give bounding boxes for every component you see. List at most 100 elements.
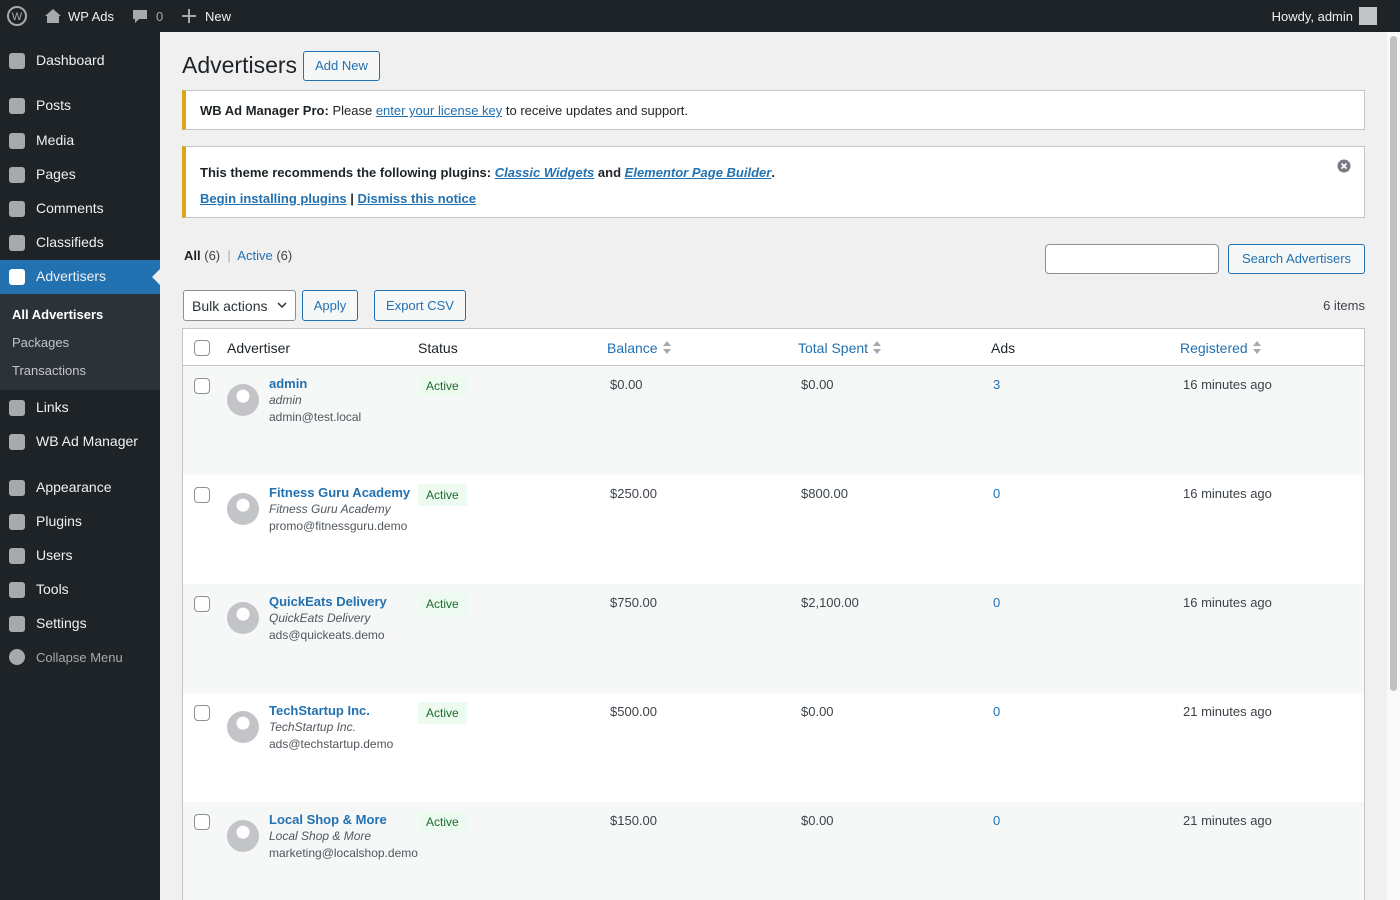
ads-count[interactable]: 0 — [993, 813, 1001, 828]
chevron — [277, 302, 287, 309]
balance: $250.00 — [610, 486, 657, 501]
email: promo@fitnessguru.demo — [269, 519, 408, 533]
separator: | — [350, 191, 354, 206]
avatar — [227, 384, 259, 416]
table-row: TechStartup Inc. TechStartup Inc. ads@tech… — [183, 693, 1364, 802]
filter-active[interactable]: Active — [237, 248, 273, 263]
menu-item[interactable]: Media — [36, 132, 75, 148]
collapse-menu[interactable]: Collapse Menu — [36, 650, 123, 665]
collapse-icon — [9, 649, 25, 665]
registered: 21 minutes ago — [1183, 813, 1272, 828]
advertiser-name[interactable]: Local Shop & More — [269, 812, 387, 827]
search-input[interactable] — [1045, 244, 1219, 274]
home-icon — [45, 9, 61, 23]
sort-indicator — [873, 349, 882, 354]
status-badge: Active — [418, 593, 467, 615]
menu-item[interactable]: Classifieds — [36, 234, 104, 250]
row-checkbox[interactable] — [194, 596, 210, 612]
add-new-button[interactable]: Add New — [303, 51, 380, 81]
user-avatar — [1359, 7, 1377, 25]
status-badge: Active — [418, 375, 467, 397]
svg-text:W: W — [12, 11, 23, 23]
advertiser-name[interactable]: QuickEats Delivery — [269, 594, 387, 609]
row-checkbox[interactable] — [194, 378, 210, 394]
column-header: Advertiser — [227, 340, 291, 356]
sort-indicator — [1252, 341, 1261, 346]
display-name: admin — [269, 393, 302, 407]
menu-item[interactable]: Users — [36, 547, 73, 563]
column-header[interactable]: Registered — [1180, 340, 1248, 356]
email: admin@test.local — [269, 410, 362, 424]
submenu-item[interactable]: All Advertisers — [12, 307, 104, 322]
dismiss-link[interactable]: Dismiss this notice — [357, 191, 476, 206]
menu-icon — [9, 53, 25, 69]
site-name[interactable]: WP Ads — [68, 9, 115, 24]
notice-text: to receive updates and support. — [505, 103, 689, 118]
export-csv-button[interactable]: Export CSV — [374, 290, 466, 321]
view-filters: All (6) | Active (6) — [184, 248, 292, 263]
menu-item[interactable]: Pages — [36, 166, 76, 182]
row-checkbox[interactable] — [194, 814, 210, 830]
menu-item[interactable]: WB Ad Manager — [36, 433, 138, 449]
plugin-link[interactable]: Classic Widgets — [494, 165, 595, 180]
display-name: TechStartup Inc. — [269, 720, 356, 734]
submenu-item[interactable]: Packages — [12, 335, 70, 350]
dismiss-icon[interactable] — [1337, 159, 1351, 173]
header-divider — [183, 365, 1364, 366]
registered: 16 minutes ago — [1183, 377, 1272, 392]
avatar — [227, 711, 259, 743]
plugin-link[interactable]: Elementor Page Builder — [624, 165, 772, 180]
submenu-item[interactable]: Transactions — [12, 363, 86, 378]
search-button[interactable]: Search Advertisers — [1228, 244, 1365, 274]
filter-count: (6) — [276, 248, 293, 263]
license-link[interactable]: enter your license key — [375, 103, 503, 118]
column-header[interactable]: Total Spent — [798, 340, 869, 356]
notice-text: . — [771, 165, 775, 180]
ads-count[interactable]: 0 — [993, 704, 1001, 719]
license-notice: WB Ad Manager Pro: Please enter your lic… — [182, 90, 1365, 130]
menu-item[interactable]: Advertisers — [36, 268, 107, 284]
menu-item[interactable]: Plugins — [36, 513, 82, 529]
ads-count[interactable]: 0 — [993, 595, 1001, 610]
begin-install-link[interactable]: Begin installing plugins — [200, 191, 347, 206]
select-all-checkbox[interactable] — [194, 340, 210, 356]
wp-logo[interactable]: W — [7, 6, 27, 26]
display-name: QuickEats Delivery — [269, 611, 371, 625]
menu-item[interactable]: Tools — [36, 581, 69, 597]
advertiser-name[interactable]: admin — [269, 376, 308, 391]
total-spent: $0.00 — [801, 377, 834, 392]
menu-item[interactable]: Posts — [36, 97, 72, 113]
row-checkbox[interactable] — [194, 487, 210, 503]
ads-count[interactable]: 0 — [993, 486, 1001, 501]
filter-all[interactable]: All — [184, 248, 201, 263]
sort-indicator — [662, 341, 671, 346]
menu-item[interactable]: Comments — [36, 200, 104, 216]
row-checkbox[interactable] — [194, 705, 210, 721]
advertiser-name[interactable]: Fitness Guru Academy — [269, 485, 411, 500]
table-row: QuickEats Delivery QuickEats Delivery ads@… — [183, 584, 1364, 693]
bulk-actions-select[interactable]: Bulk actions — [183, 290, 296, 321]
new-menu[interactable]: New — [205, 9, 232, 24]
column-header[interactable]: Balance — [607, 340, 658, 356]
comment-count[interactable]: 0 — [156, 9, 164, 24]
howdy[interactable]: Howdy, admin — [1271, 9, 1353, 24]
admin-menu: Dashboard Posts Media Pages Comments Classifi… — [0, 32, 160, 900]
menu-item[interactable]: Settings — [36, 615, 87, 631]
apply-button[interactable]: Apply — [302, 290, 358, 321]
balance: $500.00 — [610, 704, 657, 719]
page-title: Advertisers — [182, 52, 298, 78]
avatar — [227, 493, 259, 525]
ads-count[interactable]: 3 — [993, 377, 1001, 392]
avatar — [227, 602, 259, 634]
table-row: Fitness Guru Academy Fitness Guru Academy… — [183, 475, 1364, 584]
total-spent: $800.00 — [801, 486, 848, 501]
menu-icon — [9, 235, 25, 251]
menu-item[interactable]: Appearance — [36, 479, 112, 495]
filter-count: (6) — [204, 248, 221, 263]
status-badge: Active — [418, 811, 467, 833]
notice-text: This theme recommends the following plug… — [200, 165, 492, 180]
advertiser-name[interactable]: TechStartup Inc. — [269, 703, 370, 718]
scrollbar-thumb[interactable] — [1390, 36, 1397, 691]
menu-item[interactable]: Dashboard — [36, 52, 105, 68]
menu-item[interactable]: Links — [36, 399, 69, 415]
